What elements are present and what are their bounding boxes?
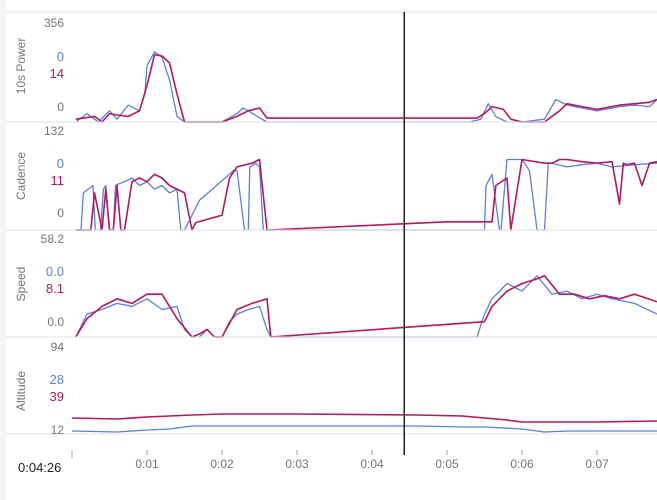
cadence-tick-min: 0 — [57, 206, 64, 220]
speed-cursor-value-b: 8.1 — [46, 281, 64, 296]
x-tick-label: 0:04 — [360, 457, 384, 471]
cadence-tick-max: 132 — [44, 124, 64, 138]
x-tick-label: 0:07 — [585, 457, 609, 471]
speed-series-a-line — [75, 275, 657, 338]
altitude-cursor-value-a: 28 — [50, 372, 64, 387]
10s-power-cursor-value-a: 0 — [57, 49, 64, 64]
cadence-series-a-line — [75, 158, 657, 231]
altitude-cursor-value-b: 39 — [50, 389, 64, 404]
left-gutter — [0, 0, 6, 500]
altitude-tick-max: 94 — [51, 340, 65, 354]
10s-power-cursor-value-b: 14 — [50, 66, 64, 81]
10s-power-series-a-line — [75, 51, 657, 123]
speed-tick-min: 0.0 — [47, 315, 64, 329]
cursor-time-readout: 0:04:26 — [18, 460, 61, 475]
10s-power-tick-max: 356 — [44, 16, 64, 30]
altitude-axis-title: Altitude — [14, 371, 28, 411]
10s-power-series-b-line — [75, 53, 657, 123]
x-tick-label: 0:05 — [435, 457, 459, 471]
cadence-cursor-value-a: 0 — [57, 156, 64, 171]
cadence-cursor-value-b: 11 — [51, 173, 65, 188]
speed-cursor-value-a: 0.0 — [46, 264, 64, 279]
cadence-axis-title: Cadence — [14, 152, 28, 200]
altitude-series-b-line — [71, 413, 657, 423]
x-tick-label: 0:01 — [135, 457, 159, 471]
x-tick-label: 0:06 — [510, 457, 534, 471]
speed-tick-max: 58.2 — [41, 232, 65, 246]
10s-power-tick-min: 0 — [57, 100, 64, 114]
10s-power-axis-title: 10s Power — [14, 38, 28, 95]
x-tick-label: 0:03 — [285, 457, 309, 471]
speed-series-b-line — [75, 274, 657, 338]
altitude-tick-min: 12 — [51, 423, 65, 437]
x-tick-label: 0:02 — [210, 457, 234, 471]
cadence-series-b-line — [75, 158, 657, 231]
speed-axis-title: Speed — [14, 267, 28, 302]
altitude-series-a-line — [71, 425, 657, 433]
